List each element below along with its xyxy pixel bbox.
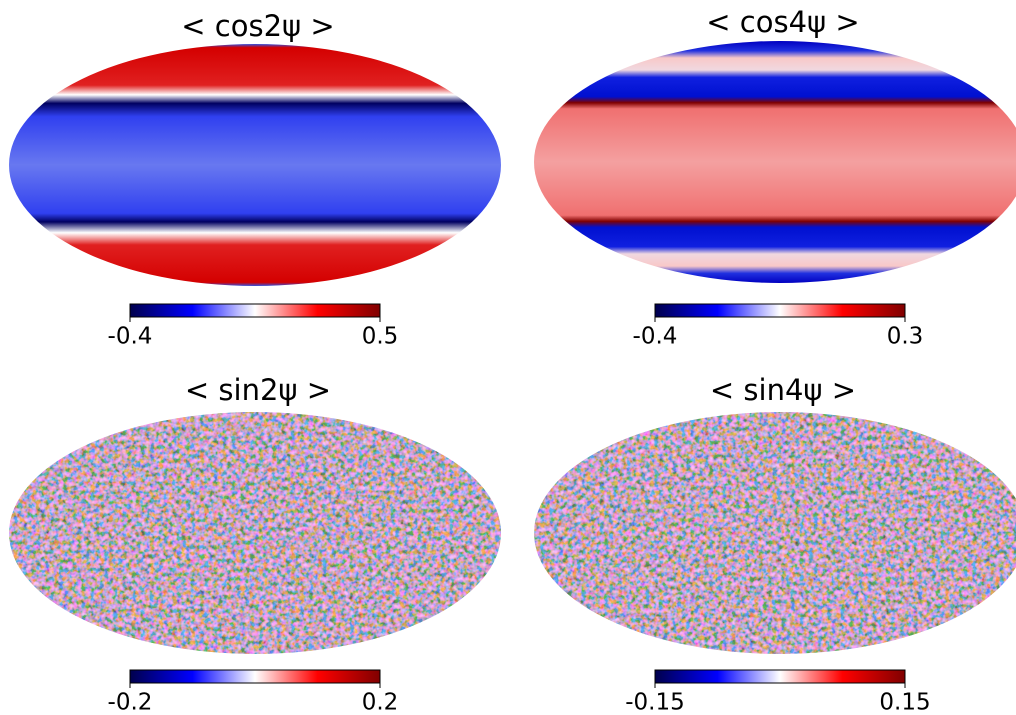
- colorbar-tick-label: -0.4: [108, 324, 153, 350]
- colorbar-tick-label: -0.4: [633, 324, 678, 350]
- map-title: < sin4ψ >: [710, 373, 856, 407]
- map-field: [9, 44, 501, 286]
- colorbar-tick-label: 0.15: [879, 690, 930, 715]
- map-panel: < cos4ψ > -0.4 0.3: [534, 5, 1016, 350]
- map-panel: < sin4ψ > -0.15 0.15: [534, 373, 1016, 715]
- colorbar-tick-label: 0.3: [887, 324, 924, 350]
- map-panel: < cos2ψ > -0.4 0.5: [9, 9, 501, 350]
- colorbar-tick-label: -0.15: [625, 690, 685, 715]
- map-title: < sin2ψ >: [185, 373, 331, 407]
- map-panel: < sin2ψ > -0.2 0.2: [9, 373, 501, 715]
- colorbar: [129, 669, 381, 684]
- colorbar-tick-label: 0.5: [362, 324, 399, 350]
- colorbar: [129, 303, 381, 318]
- colorbar: [654, 303, 906, 318]
- map-field: [534, 41, 1016, 283]
- map-texture: [9, 412, 501, 654]
- colorbar: [654, 669, 906, 684]
- map-title: < cos4ψ >: [706, 5, 859, 39]
- colorbar-tick-label: -0.2: [108, 690, 153, 715]
- map-title: < cos2ψ >: [181, 9, 334, 43]
- map-texture: [534, 412, 1016, 654]
- colorbar-tick-label: 0.2: [362, 690, 399, 715]
